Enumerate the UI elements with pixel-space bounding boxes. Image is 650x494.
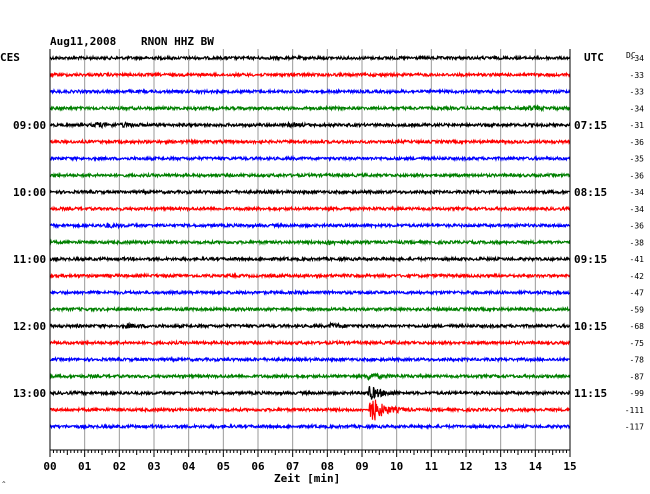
dc-offset-label: -36 bbox=[630, 138, 645, 147]
x-tick-label: 11 bbox=[425, 460, 439, 473]
corner-mark: ^ bbox=[2, 481, 6, 488]
right-hour-label: 08:15 bbox=[574, 186, 607, 199]
x-tick-label: 06 bbox=[251, 460, 265, 473]
dc-offset-label: -36 bbox=[630, 171, 645, 180]
dc-offset-label: -47 bbox=[630, 289, 645, 298]
dc-offset-label: -111 bbox=[625, 406, 644, 415]
x-tick-label: 03 bbox=[147, 460, 160, 473]
x-tick-label: 07 bbox=[286, 460, 299, 473]
x-axis-title: Zeit [min] bbox=[274, 472, 340, 485]
trace-group bbox=[49, 54, 571, 431]
trace-line bbox=[49, 399, 571, 421]
minute-grid bbox=[84, 49, 536, 450]
dc-offset-labels: -34 -33 -33 -34 -31 -36 -35 -36 -34 -34 -36 -38 -41 -… bbox=[625, 54, 644, 432]
dc-offset-label: -35 bbox=[630, 155, 645, 164]
trace-line bbox=[49, 238, 571, 247]
dc-offset-label: -34 bbox=[630, 188, 645, 197]
trace-line bbox=[49, 372, 571, 381]
trace-line bbox=[49, 87, 571, 96]
dc-offset-label: -36 bbox=[630, 222, 645, 231]
right-hour-label: 11:15 bbox=[574, 387, 607, 400]
right-hour-label: 10:15 bbox=[574, 320, 607, 333]
x-tick-label: 08 bbox=[321, 460, 334, 473]
x-tick-label: 15 bbox=[563, 460, 576, 473]
x-axis: 00 01 02 03 04 05 06 07 08 09 10 11 12 13 14 15 bbox=[43, 450, 577, 473]
trace-line bbox=[49, 104, 571, 113]
trace-line bbox=[49, 138, 571, 146]
left-hour-label: 12:00 bbox=[13, 320, 46, 333]
right-hour-label: 07:15 bbox=[574, 119, 607, 132]
trace-line bbox=[49, 221, 571, 230]
trace-line bbox=[49, 386, 571, 400]
x-tick-label: 10 bbox=[390, 460, 403, 473]
trace-line bbox=[49, 305, 571, 313]
dc-offset-label: -33 bbox=[630, 71, 645, 80]
trace-line bbox=[49, 188, 571, 196]
dc-header-label: DC bbox=[626, 51, 636, 60]
trace-line bbox=[49, 154, 571, 163]
dc-offset-label: -34 bbox=[630, 205, 645, 214]
dc-offset-label: -34 bbox=[630, 104, 645, 113]
trace-line bbox=[49, 120, 571, 130]
trace-line bbox=[49, 71, 571, 79]
right-hour-labels: 07:15 08:15 09:15 10:15 11:15 bbox=[574, 119, 607, 400]
left-hour-labels: 09:00 10:00 11:00 12:00 13:00 bbox=[13, 119, 46, 400]
trace-line bbox=[49, 339, 571, 347]
right-hour-label: 09:15 bbox=[574, 253, 607, 266]
left-timezone-label: CES bbox=[0, 51, 20, 64]
dc-offset-label: -38 bbox=[630, 238, 645, 247]
dc-offset-label: -41 bbox=[630, 255, 645, 264]
x-tick-label: 09 bbox=[355, 460, 368, 473]
left-hour-label: 10:00 bbox=[13, 186, 46, 199]
x-tick-label: 13 bbox=[494, 460, 507, 473]
dc-offset-label: -117 bbox=[625, 423, 644, 432]
x-tick-label: 02 bbox=[113, 460, 126, 473]
x-tick-label: 00 bbox=[43, 460, 56, 473]
dc-offset-label: -99 bbox=[630, 389, 645, 398]
dc-offset-label: -68 bbox=[630, 322, 645, 331]
dc-offset-label: -78 bbox=[630, 356, 645, 365]
trace-line bbox=[49, 54, 571, 62]
x-tick-label: 05 bbox=[217, 460, 230, 473]
left-hour-label: 13:00 bbox=[13, 387, 46, 400]
trace-line bbox=[49, 255, 571, 263]
left-hour-label: 09:00 bbox=[13, 119, 46, 132]
trace-line bbox=[49, 288, 571, 297]
dc-offset-label: -59 bbox=[630, 305, 645, 314]
x-tick-label: 01 bbox=[78, 460, 92, 473]
header-station: RNON HHZ BW bbox=[141, 35, 214, 48]
dc-offset-label: -33 bbox=[630, 88, 645, 97]
dc-offset-label: -31 bbox=[630, 121, 645, 130]
x-tick-label: 04 bbox=[182, 460, 196, 473]
trace-line bbox=[49, 422, 571, 431]
x-tick-label: 12 bbox=[459, 460, 472, 473]
right-timezone-label: UTC bbox=[584, 51, 604, 64]
trace-line bbox=[49, 321, 571, 330]
dc-offset-label: -42 bbox=[630, 272, 645, 281]
dc-offset-label: -34 bbox=[630, 54, 645, 63]
header-date: Aug11,2008 bbox=[50, 35, 116, 48]
dc-offset-label: -75 bbox=[630, 339, 645, 348]
left-hour-label: 11:00 bbox=[13, 253, 46, 266]
x-tick-label: 14 bbox=[529, 460, 543, 473]
trace-line bbox=[49, 272, 571, 280]
trace-line bbox=[49, 171, 571, 179]
dc-offset-label: -87 bbox=[630, 372, 645, 381]
trace-line bbox=[49, 205, 571, 213]
trace-line bbox=[49, 355, 571, 364]
